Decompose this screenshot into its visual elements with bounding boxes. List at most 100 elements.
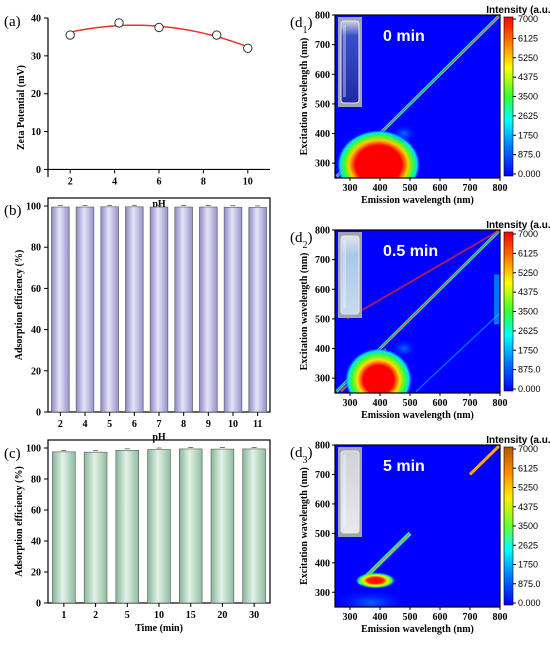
y-tick-label-c: 80: [31, 475, 41, 486]
colorbar-tick-label-d3: 7000: [518, 444, 538, 454]
colorbar-tick-label-d1: 5250: [518, 53, 538, 63]
y-tick-label-d2: 700: [315, 255, 330, 266]
y-tick-label-d1: 600: [315, 70, 330, 81]
colorbar-title-d3: Intensity (a.u.): [486, 435, 550, 446]
x-tick-label-d1: 600: [433, 183, 448, 194]
panel-label-c: (c): [4, 446, 21, 462]
x-tick-label-d2: 800: [493, 398, 508, 409]
x-tick-label-d1: 500: [403, 183, 418, 194]
x-tick-label-d1: 300: [343, 183, 358, 194]
panel-a: (a) 0 10 20 30 40 2 4 6 8 10 pH Zeta Potential (mV): [4, 14, 270, 210]
colorbar-tick-label-d1: 875.0: [518, 150, 541, 160]
bar-b: [223, 206, 243, 413]
y-tick-label-d2: 800: [315, 226, 330, 237]
x-tick-label-b: 11: [253, 419, 262, 430]
panel-b: (b) 0 20 40 60 80 100 2 4 5 6 7 8 9 10 11 pH Adsorption e…: [4, 197, 271, 443]
y-tick-label-a: 30: [31, 51, 41, 62]
data-point-a: [243, 43, 253, 53]
y-tick-label-c: 40: [31, 537, 41, 548]
y-tick-label-b: 20: [31, 366, 41, 377]
x-tick-label-c: 5: [125, 610, 130, 621]
upper-scatter-d3: [468, 445, 500, 476]
x-tick-label-b: 6: [132, 419, 137, 430]
vial-liquid-d2: [340, 235, 360, 315]
y-tick-label-d3: 600: [315, 499, 330, 510]
bar-b: [248, 207, 267, 413]
panel-d2: (d2) 300 400 500 600 700 800 300 400 500 600 700 800…: [290, 220, 550, 421]
data-point-a: [212, 30, 222, 40]
colorbar-tick-label-d1: 2625: [518, 111, 538, 121]
bar-c: [178, 448, 203, 604]
x-tick-label-d2: 300: [343, 398, 358, 409]
second-order-line-d2: [415, 312, 500, 392]
plot-frame-d2: [334, 229, 501, 394]
bar-b: [199, 206, 218, 413]
colorbar-tick-label-d1: 6125: [518, 33, 538, 43]
colorbar-tick-label-d3: 2625: [518, 540, 538, 550]
secondary-glow-d1: [390, 123, 418, 144]
bar-c: [147, 449, 171, 604]
x-tick-label-d1: 800: [493, 183, 508, 194]
bar-c: [52, 451, 76, 604]
colorbar-tick-label-d3: 1750: [518, 560, 538, 570]
panel-label-d1: (d1): [290, 15, 313, 36]
x-tick-label-a: 10: [243, 176, 253, 187]
y-tick-label-c: 60: [31, 506, 41, 517]
plot-frame-d1: [334, 14, 501, 179]
y-tick-label-b: 60: [31, 284, 41, 295]
x-tick-label-a: 6: [157, 176, 162, 187]
colorbar-tick-label-d2: 2625: [518, 326, 538, 336]
time-label-d3: 5 min: [383, 458, 425, 475]
x-tick-label-c: 20: [217, 610, 227, 621]
data-point-a: [114, 18, 124, 28]
y-tick-label-d2: 600: [315, 285, 330, 296]
x-tick-label-d2: 700: [463, 398, 478, 409]
y-tick-label-c: 20: [31, 568, 41, 579]
y-tick-label-d1: 500: [315, 99, 330, 110]
y-tick-label-d2: 300: [315, 374, 330, 385]
x-tick-label-c: 1: [61, 610, 66, 621]
colorbar-tick-label-d3: 3500: [518, 521, 538, 531]
bar-b: [125, 206, 144, 413]
y-tick-label-d3: 400: [315, 558, 330, 569]
heatmap-features-d1: [335, 15, 500, 178]
colorbar-tick-label-d2: 4375: [518, 287, 538, 297]
y-tick-label-a: 10: [31, 127, 41, 138]
time-label-d2: 0.5 min: [383, 243, 438, 260]
x-tick-label-c: 10: [154, 610, 164, 621]
heatmap-features-d2: [335, 230, 500, 393]
y-axis-label-d2: Excitation wavelength (nm): [299, 253, 310, 371]
x-tick-label-d3: 400: [373, 612, 388, 623]
x-tick-label-b: 2: [58, 419, 63, 430]
colorbar-tick-label-d3: 875.0: [518, 579, 541, 589]
x-tick-label-d2: 600: [433, 398, 448, 409]
x-tick-label-d1: 400: [373, 183, 388, 194]
y-tick-label-d3: 700: [315, 470, 330, 481]
x-tick-label-a: 2: [68, 176, 73, 187]
colorbar-d2: [503, 231, 514, 392]
colorbar-tick-label-d3: 4375: [518, 502, 538, 512]
vial-highlight-d3: [343, 455, 346, 527]
y-tick-label-c: 100: [26, 444, 41, 455]
bar-b: [149, 206, 169, 413]
y-axis-label-d1: Excitation wavelength (nm): [299, 38, 310, 156]
x-axis-label-d1: Emission wavelength (nm): [361, 195, 474, 206]
x-tick-label-d3: 600: [433, 612, 448, 623]
x-tick-label-d2: 500: [403, 398, 418, 409]
y-tick-label-d2: 500: [315, 314, 330, 325]
x-axis-label-d2: Emission wavelength (nm): [361, 410, 474, 421]
heatmap-features-d3: [335, 445, 500, 607]
vial-liquid-d3: [340, 450, 360, 534]
x-axis-label-a: pH: [152, 199, 166, 210]
x-tick-label-d3: 800: [493, 612, 508, 623]
panel-d1: (d1) 300 400 500 600 700 800 300 400 500 600 700 800…: [290, 5, 550, 206]
x-tick-label-c: 30: [249, 610, 259, 621]
colorbar-title-d1: Intensity (a.u.): [486, 5, 550, 16]
vial-highlight-d2: [343, 240, 346, 308]
y-tick-label-b: 40: [31, 325, 41, 336]
x-tick-label-b: 5: [107, 419, 112, 430]
bar-b: [100, 206, 119, 413]
y-tick-label-b: 0: [36, 408, 41, 419]
x-tick-label-d2: 400: [373, 398, 388, 409]
